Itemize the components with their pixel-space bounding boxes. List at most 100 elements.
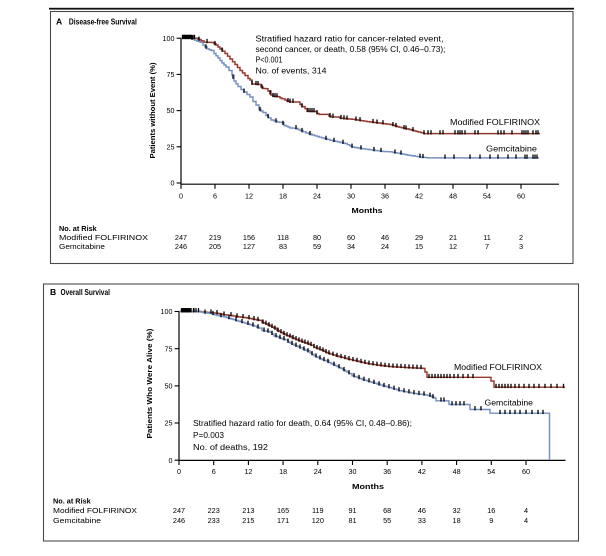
svg-text:48: 48 xyxy=(453,467,461,476)
svg-text:247: 247 xyxy=(173,506,185,515)
svg-text:48: 48 xyxy=(449,192,457,201)
svg-text:119: 119 xyxy=(312,506,324,515)
svg-text:32: 32 xyxy=(453,506,461,515)
svg-text:223: 223 xyxy=(208,506,220,515)
svg-text:215: 215 xyxy=(242,516,254,525)
svg-text:Patients Who Were Alive (%): Patients Who Were Alive (%) xyxy=(145,328,154,438)
svg-text:Gemcitabine: Gemcitabine xyxy=(53,516,101,525)
svg-text:118: 118 xyxy=(277,233,289,242)
svg-text:120: 120 xyxy=(312,516,324,525)
svg-text:36: 36 xyxy=(383,467,391,476)
svg-text:Months: Months xyxy=(352,482,384,491)
svg-text:100: 100 xyxy=(161,307,173,316)
svg-text:54: 54 xyxy=(487,467,495,476)
svg-text:Modified FOLFIRINOX: Modified FOLFIRINOX xyxy=(450,118,541,127)
svg-text:12: 12 xyxy=(449,242,457,251)
svg-text:12: 12 xyxy=(245,192,253,201)
svg-text:18: 18 xyxy=(453,516,461,525)
svg-text:B: B xyxy=(50,287,56,297)
svg-text:24: 24 xyxy=(314,467,322,476)
svg-text:60: 60 xyxy=(347,233,355,242)
svg-text:247: 247 xyxy=(175,233,187,242)
svg-text:Stratified hazard ratio for de: Stratified hazard ratio for death, 0.64 … xyxy=(193,419,412,428)
svg-text:Modified FOLFIRINOX: Modified FOLFIRINOX xyxy=(454,363,543,372)
svg-text:15: 15 xyxy=(415,242,423,251)
svg-text:No. of deaths, 192: No. of deaths, 192 xyxy=(193,443,268,452)
svg-text:50: 50 xyxy=(165,382,173,391)
svg-text:50: 50 xyxy=(167,106,175,115)
svg-text:55: 55 xyxy=(383,516,391,525)
svg-text:233: 233 xyxy=(208,516,220,525)
svg-text:246: 246 xyxy=(175,242,187,251)
svg-text:11: 11 xyxy=(483,233,491,242)
svg-text:P<0.001: P<0.001 xyxy=(256,56,283,65)
svg-text:36: 36 xyxy=(381,192,389,201)
svg-text:205: 205 xyxy=(209,242,221,251)
svg-text:6: 6 xyxy=(212,467,216,476)
svg-text:Gemcitabine: Gemcitabine xyxy=(59,242,105,251)
svg-text:Stratified hazard ratio for ca: Stratified hazard ratio for cancer-relat… xyxy=(256,34,444,43)
svg-text:Modified FOLFIRINOX: Modified FOLFIRINOX xyxy=(53,506,137,515)
svg-text:29: 29 xyxy=(415,233,423,242)
svg-text:59: 59 xyxy=(313,242,321,251)
svg-text:4: 4 xyxy=(524,516,528,525)
svg-text:Patients without Event (%): Patients without Event (%) xyxy=(148,62,157,158)
svg-text:18: 18 xyxy=(279,192,287,201)
svg-text:60: 60 xyxy=(517,192,525,201)
svg-text:156: 156 xyxy=(243,233,255,242)
svg-text:No. at Risk: No. at Risk xyxy=(53,497,92,506)
svg-text:75: 75 xyxy=(165,344,173,353)
svg-text:16: 16 xyxy=(487,506,495,515)
svg-text:165: 165 xyxy=(277,506,289,515)
svg-text:0: 0 xyxy=(171,179,175,188)
svg-text:60: 60 xyxy=(522,467,530,476)
svg-text:25: 25 xyxy=(167,142,175,151)
svg-text:3: 3 xyxy=(519,242,523,251)
svg-text:127: 127 xyxy=(243,242,255,251)
svg-text:18: 18 xyxy=(279,467,287,476)
svg-text:4: 4 xyxy=(524,506,528,515)
svg-text:Months: Months xyxy=(352,206,383,215)
svg-text:9: 9 xyxy=(489,516,493,525)
svg-text:83: 83 xyxy=(279,242,287,251)
svg-text:0: 0 xyxy=(169,456,173,465)
svg-text:171: 171 xyxy=(277,516,289,525)
svg-text:7: 7 xyxy=(485,242,489,251)
svg-text:12: 12 xyxy=(244,467,252,476)
svg-text:46: 46 xyxy=(381,233,389,242)
svg-text:219: 219 xyxy=(209,233,221,242)
svg-text:24: 24 xyxy=(313,192,321,201)
svg-text:Overall Survival: Overall Survival xyxy=(61,288,110,297)
svg-text:68: 68 xyxy=(383,506,391,515)
svg-text:6: 6 xyxy=(213,192,217,201)
svg-text:second cancer, or death, 0.58: second cancer, or death, 0.58 (95% CI, 0… xyxy=(256,45,446,54)
svg-text:25: 25 xyxy=(165,419,173,428)
svg-text:0: 0 xyxy=(177,467,181,476)
svg-text:81: 81 xyxy=(348,516,356,525)
svg-text:Modified FOLFIRINOX: Modified FOLFIRINOX xyxy=(59,233,148,242)
svg-text:42: 42 xyxy=(415,192,423,201)
svg-text:91: 91 xyxy=(348,506,356,515)
svg-text:Disease-free Survival: Disease-free Survival xyxy=(69,18,137,27)
svg-text:42: 42 xyxy=(418,467,426,476)
svg-text:No. at Risk: No. at Risk xyxy=(59,224,98,233)
svg-text:46: 46 xyxy=(418,506,426,515)
svg-text:2: 2 xyxy=(519,233,523,242)
svg-text:30: 30 xyxy=(347,192,355,201)
svg-text:34: 34 xyxy=(347,242,355,251)
svg-text:75: 75 xyxy=(167,70,175,79)
svg-text:33: 33 xyxy=(418,516,426,525)
svg-text:100: 100 xyxy=(163,34,175,43)
svg-text:24: 24 xyxy=(381,242,389,251)
svg-text:246: 246 xyxy=(173,516,185,525)
svg-text:30: 30 xyxy=(349,467,357,476)
svg-text:P=0.003: P=0.003 xyxy=(193,431,224,440)
svg-text:21: 21 xyxy=(449,233,457,242)
svg-text:Gemcitabine: Gemcitabine xyxy=(486,145,538,154)
svg-text:213: 213 xyxy=(242,506,254,515)
svg-text:A: A xyxy=(56,17,62,27)
svg-text:54: 54 xyxy=(483,192,491,201)
svg-text:Gemcitabine: Gemcitabine xyxy=(485,399,534,408)
svg-text:No. of events, 314: No. of events, 314 xyxy=(256,66,328,75)
svg-text:0: 0 xyxy=(179,192,183,201)
